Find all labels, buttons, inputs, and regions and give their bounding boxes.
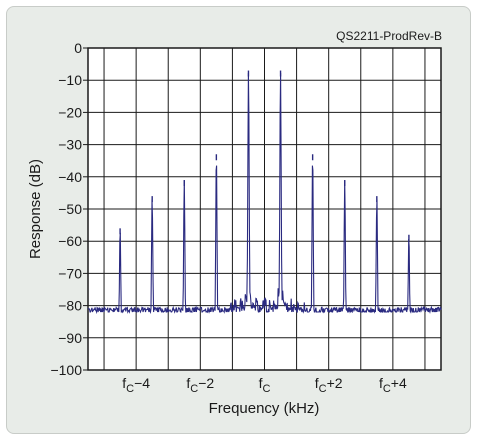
x-tick-label: fC−2 [186, 375, 214, 395]
x-tick-label: fC [259, 375, 271, 395]
peaks [119, 70, 410, 241]
y-tick-label: −30 [58, 137, 82, 153]
y-tick-label: 0 [74, 40, 82, 56]
y-tick-label: −100 [50, 362, 82, 378]
y-tick-label: −50 [58, 201, 82, 217]
y-tick-label: −40 [58, 169, 82, 185]
y-tick-label: −70 [58, 265, 82, 281]
y-tick-label: −10 [58, 72, 82, 88]
x-tick-label: fC+2 [315, 375, 343, 395]
y-axis-label: Response (dB) [27, 159, 44, 259]
grid [88, 47, 441, 371]
series-line-response [87, 72, 442, 315]
y-tick-label: −90 [58, 330, 82, 346]
x-tick-label: fC+4 [379, 375, 407, 395]
y-tick-label: −20 [58, 104, 82, 120]
x-axis-label: Frequency (kHz) [209, 400, 320, 417]
y-tick-label: −80 [58, 298, 82, 314]
y-tick-label: −60 [58, 233, 82, 249]
y-axis: 0 −10 −20 −30 −40 −50 −60 −70 −80 −90 −100 [50, 40, 88, 378]
x-axis: fC−4 fC−2 fC fC+2 fC+4 [122, 375, 407, 395]
chart-annotation: QS2211-ProdRev-B [336, 29, 442, 43]
x-tick-label: fC−4 [122, 375, 150, 395]
